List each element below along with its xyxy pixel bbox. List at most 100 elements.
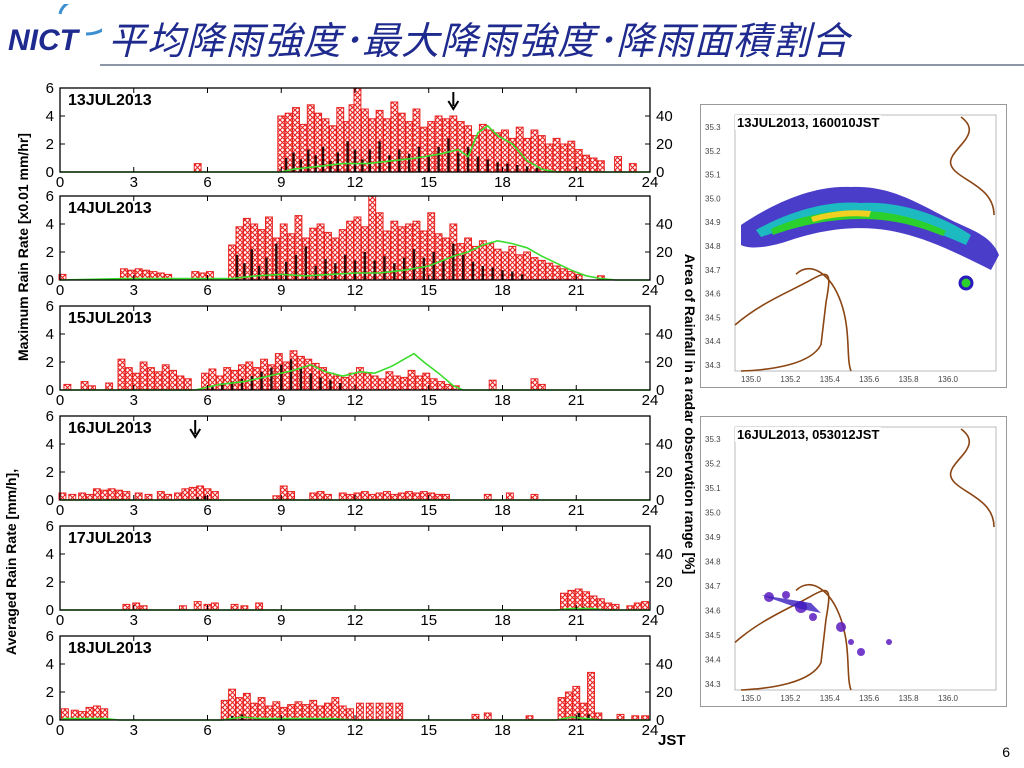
avg-rain-bar (144, 493, 153, 501)
x-tick-label: 0 (56, 502, 64, 519)
avg-rain-bar (257, 697, 266, 721)
x-tick-label: 6 (203, 612, 211, 629)
avg-rain-bar (560, 268, 568, 281)
lat-tick-label: 35.1 (705, 171, 721, 180)
avg-rain-bar (324, 493, 332, 501)
avg-rain-bar (567, 589, 576, 611)
panel-date-label: 15JUL2013 (68, 310, 152, 327)
avg-rain-bar (100, 489, 109, 501)
y-left-tick-label: 2 (46, 684, 54, 701)
lat-tick-label: 35.3 (705, 123, 721, 132)
area-ratio-line (59, 716, 650, 721)
avg-rain-bar (316, 491, 325, 501)
radar-echo (811, 210, 871, 222)
x-tick-label: 24 (642, 722, 659, 739)
map-canvas: 35.3 35.2 35.1 35.0 34.9 34.8 34.7 34.6 34.5 34.4… (705, 426, 997, 703)
slide-title: 平均降雨強度･最大降雨強度･降雨面積割合 (108, 19, 851, 63)
x-tick-label: 12 (347, 282, 364, 299)
x-tick-label: 3 (130, 392, 138, 409)
avg-rain-bar (78, 492, 87, 501)
x-tick-label: 6 (203, 722, 211, 739)
y-right-tick-label: 20 (656, 464, 673, 481)
x-tick-label: 6 (203, 502, 211, 519)
max-rain-bar (520, 274, 524, 280)
x-tick-label: 6 (203, 174, 211, 191)
max-rain-bar (329, 160, 332, 172)
x-tick-label: 24 (642, 502, 659, 519)
y-left-tick-label: 4 (46, 436, 54, 453)
avg-rain-bar (400, 376, 409, 391)
max-rain-bar (383, 256, 386, 280)
avg-rain-bar (429, 378, 438, 391)
avg-rain-bar (378, 378, 386, 391)
avg-rain-bar (115, 489, 123, 501)
avg-rain-bar (564, 691, 573, 721)
y-right-tick-label: 20 (656, 136, 673, 153)
avg-rain-bar (397, 492, 406, 501)
avg-rain-bar (183, 378, 192, 391)
avg-rain-bar (434, 493, 443, 501)
y-right-tick-label: 20 (656, 354, 673, 371)
avg-rain-bar (338, 492, 347, 501)
avg-rain-bar (552, 137, 561, 173)
map-label: 13JUL2013, 160010JST (735, 115, 882, 130)
avg-rain-bar (483, 712, 492, 721)
max-rain-bar (292, 152, 295, 172)
max-rain-bar (294, 254, 298, 280)
x-tick-label: 9 (277, 502, 285, 519)
x-tick-label: 18 (494, 502, 511, 519)
avg-rain-bar (537, 259, 546, 281)
max-rain-bar (243, 263, 246, 280)
x-tick-label: 6 (203, 282, 211, 299)
y-right-tick-label: 0 (656, 164, 664, 181)
x-tick-label: 0 (56, 612, 64, 629)
radar-echo (886, 639, 892, 645)
x-tick-label: 12 (347, 612, 364, 629)
max-rain-bar (496, 162, 499, 172)
max-rain-bar (471, 261, 475, 280)
max-rain-bar (221, 383, 224, 390)
x-tick-label: 15 (420, 502, 437, 519)
max-rain-bar (343, 254, 347, 280)
avg-rain-bar (368, 493, 377, 501)
max-rain-bar (491, 267, 494, 280)
x-tick-label: 0 (56, 722, 64, 739)
lat-tick-label: 35.0 (705, 194, 721, 203)
avg-rain-bar (80, 381, 89, 391)
avg-rain-bar (242, 692, 251, 721)
lon-tick-label: 135.4 (820, 375, 841, 384)
max-rain-bar (353, 260, 357, 280)
avg-rain-bar (122, 491, 131, 501)
y-right-tick-label: 20 (656, 244, 673, 261)
map-frame (734, 426, 997, 691)
max-rain-bar (422, 257, 426, 280)
avg-rain-bar (375, 702, 384, 721)
avg-rain-bar (390, 493, 399, 501)
max-rain-bar (284, 261, 288, 280)
lat-tick-label: 34.6 (705, 607, 721, 616)
max-rain-bar (447, 138, 450, 172)
max-rain-bar (363, 252, 367, 280)
lon-tick-label: 135.0 (741, 694, 762, 703)
lat-tick-label: 34.7 (705, 266, 721, 275)
max-rain-bar (587, 714, 590, 720)
y-left-tick-label: 4 (46, 546, 54, 563)
x-tick-label: 15 (420, 392, 437, 409)
avg-rain-bar (464, 237, 473, 281)
max-rain-bar (481, 266, 485, 280)
x-tick-label: 18 (494, 722, 511, 739)
avg-rain-bar (63, 383, 72, 391)
avg-rain-bar (181, 488, 190, 501)
avg-rain-bar (324, 702, 332, 721)
avg-rain-bar (341, 376, 350, 391)
map-canvas: 35.3 35.2 35.1 35.0 34.9 34.8 34.7 34.6 34.5 34.4… (705, 114, 999, 384)
radar-echo (782, 591, 790, 599)
max-rain-bar (461, 254, 465, 280)
radar-echo (857, 648, 865, 656)
max-rain-bar (368, 149, 371, 172)
coastline (949, 116, 995, 216)
avg-rain-bar (611, 603, 620, 611)
x-tick-label: 12 (347, 392, 364, 409)
avg-rain-bar (161, 364, 170, 391)
avg-rain-bar (589, 157, 598, 173)
